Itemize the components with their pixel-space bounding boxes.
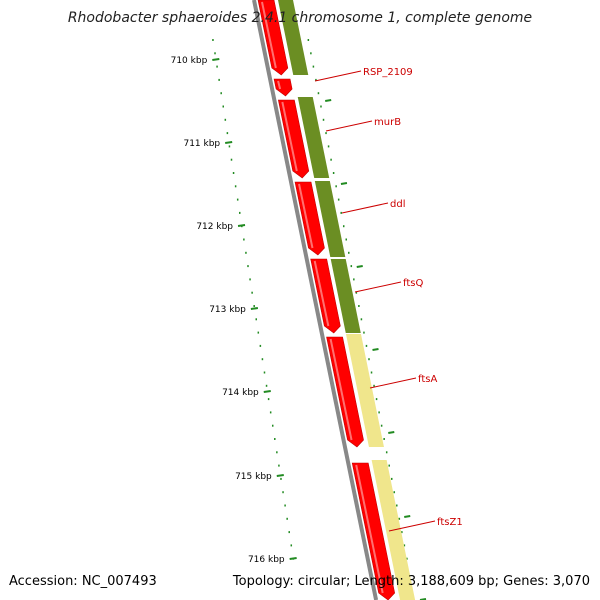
outer-major-tick	[388, 431, 395, 434]
cog-band	[314, 181, 346, 257]
chromosome-backbone	[252, 0, 379, 600]
gene-leader-line	[314, 70, 362, 82]
ruler-major-tick	[250, 307, 259, 310]
kbp-label: 710 kbp	[171, 56, 208, 66]
kbp-label: 714 kbp	[222, 388, 259, 398]
gene-leader-line	[341, 202, 389, 214]
gene-label[interactable]: ftsA	[418, 374, 437, 385]
genome-summary: Topology: circular; Length: 3,188,609 bp…	[232, 574, 590, 589]
gene-leader-line	[369, 377, 417, 389]
kbp-label: 711 kbp	[183, 139, 220, 149]
map-title: Rhodobacter sphaeroides 2.4.1 chromosome…	[67, 10, 533, 26]
cog-band	[278, 0, 309, 75]
gene-arrow-highlight	[298, 183, 314, 249]
gene-label[interactable]: ftsQ	[403, 278, 423, 289]
gene-label[interactable]: ddl	[390, 199, 405, 210]
gene-label[interactable]: ftsZ1	[437, 517, 463, 528]
outer-major-tick	[404, 515, 411, 518]
ruler-major-tick	[212, 58, 220, 61]
gene-arrow-highlight	[355, 464, 384, 594]
gene-arrow-highlight	[277, 80, 282, 90]
cog-band	[297, 97, 330, 178]
kbp-label: 712 kbp	[196, 222, 233, 232]
outer-major-tick	[340, 182, 348, 185]
gene-arrow	[273, 78, 293, 97]
kbp-label: 716 kbp	[248, 555, 285, 565]
gene-leader-line	[354, 281, 402, 293]
cog-band	[345, 334, 384, 447]
gene-arrow-highlight	[281, 101, 298, 172]
kbp-ruler: 710 kbp 711 kbp 712 kbp 713 kbp 714 kbp 715 k…	[171, 39, 427, 600]
gene-arrow-highlight	[329, 338, 353, 441]
outer-major-tick	[356, 265, 363, 268]
ruler-major-tick	[263, 390, 271, 393]
cog-band	[330, 259, 361, 333]
cog-track	[278, 0, 416, 600]
outer-major-tick	[325, 99, 332, 102]
gene-label[interactable]: RSP_2109	[363, 67, 413, 78]
ruler-major-tick	[289, 557, 297, 560]
backbone-line	[252, 0, 379, 600]
ruler-major-tick	[237, 224, 246, 227]
ruler-major-tick	[225, 141, 233, 144]
accession-text: Accession: NC_007493	[9, 574, 157, 589]
outer-major-tick	[372, 348, 379, 351]
gene-track	[257, 0, 396, 600]
gene-leader-line	[388, 520, 436, 532]
gene-arrow-highlight	[261, 1, 277, 69]
gene-leader-line	[325, 120, 373, 132]
gene-labels: RSP_2109 murB ddl ftsQ ftsA ftsZ1	[314, 67, 463, 532]
kbp-label: 715 kbp	[235, 472, 272, 482]
gene-label[interactable]: murB	[374, 117, 401, 128]
gene-arrow-highlight	[313, 260, 330, 327]
ruler-major-tick	[276, 474, 284, 477]
kbp-label: 713 kbp	[209, 305, 246, 315]
